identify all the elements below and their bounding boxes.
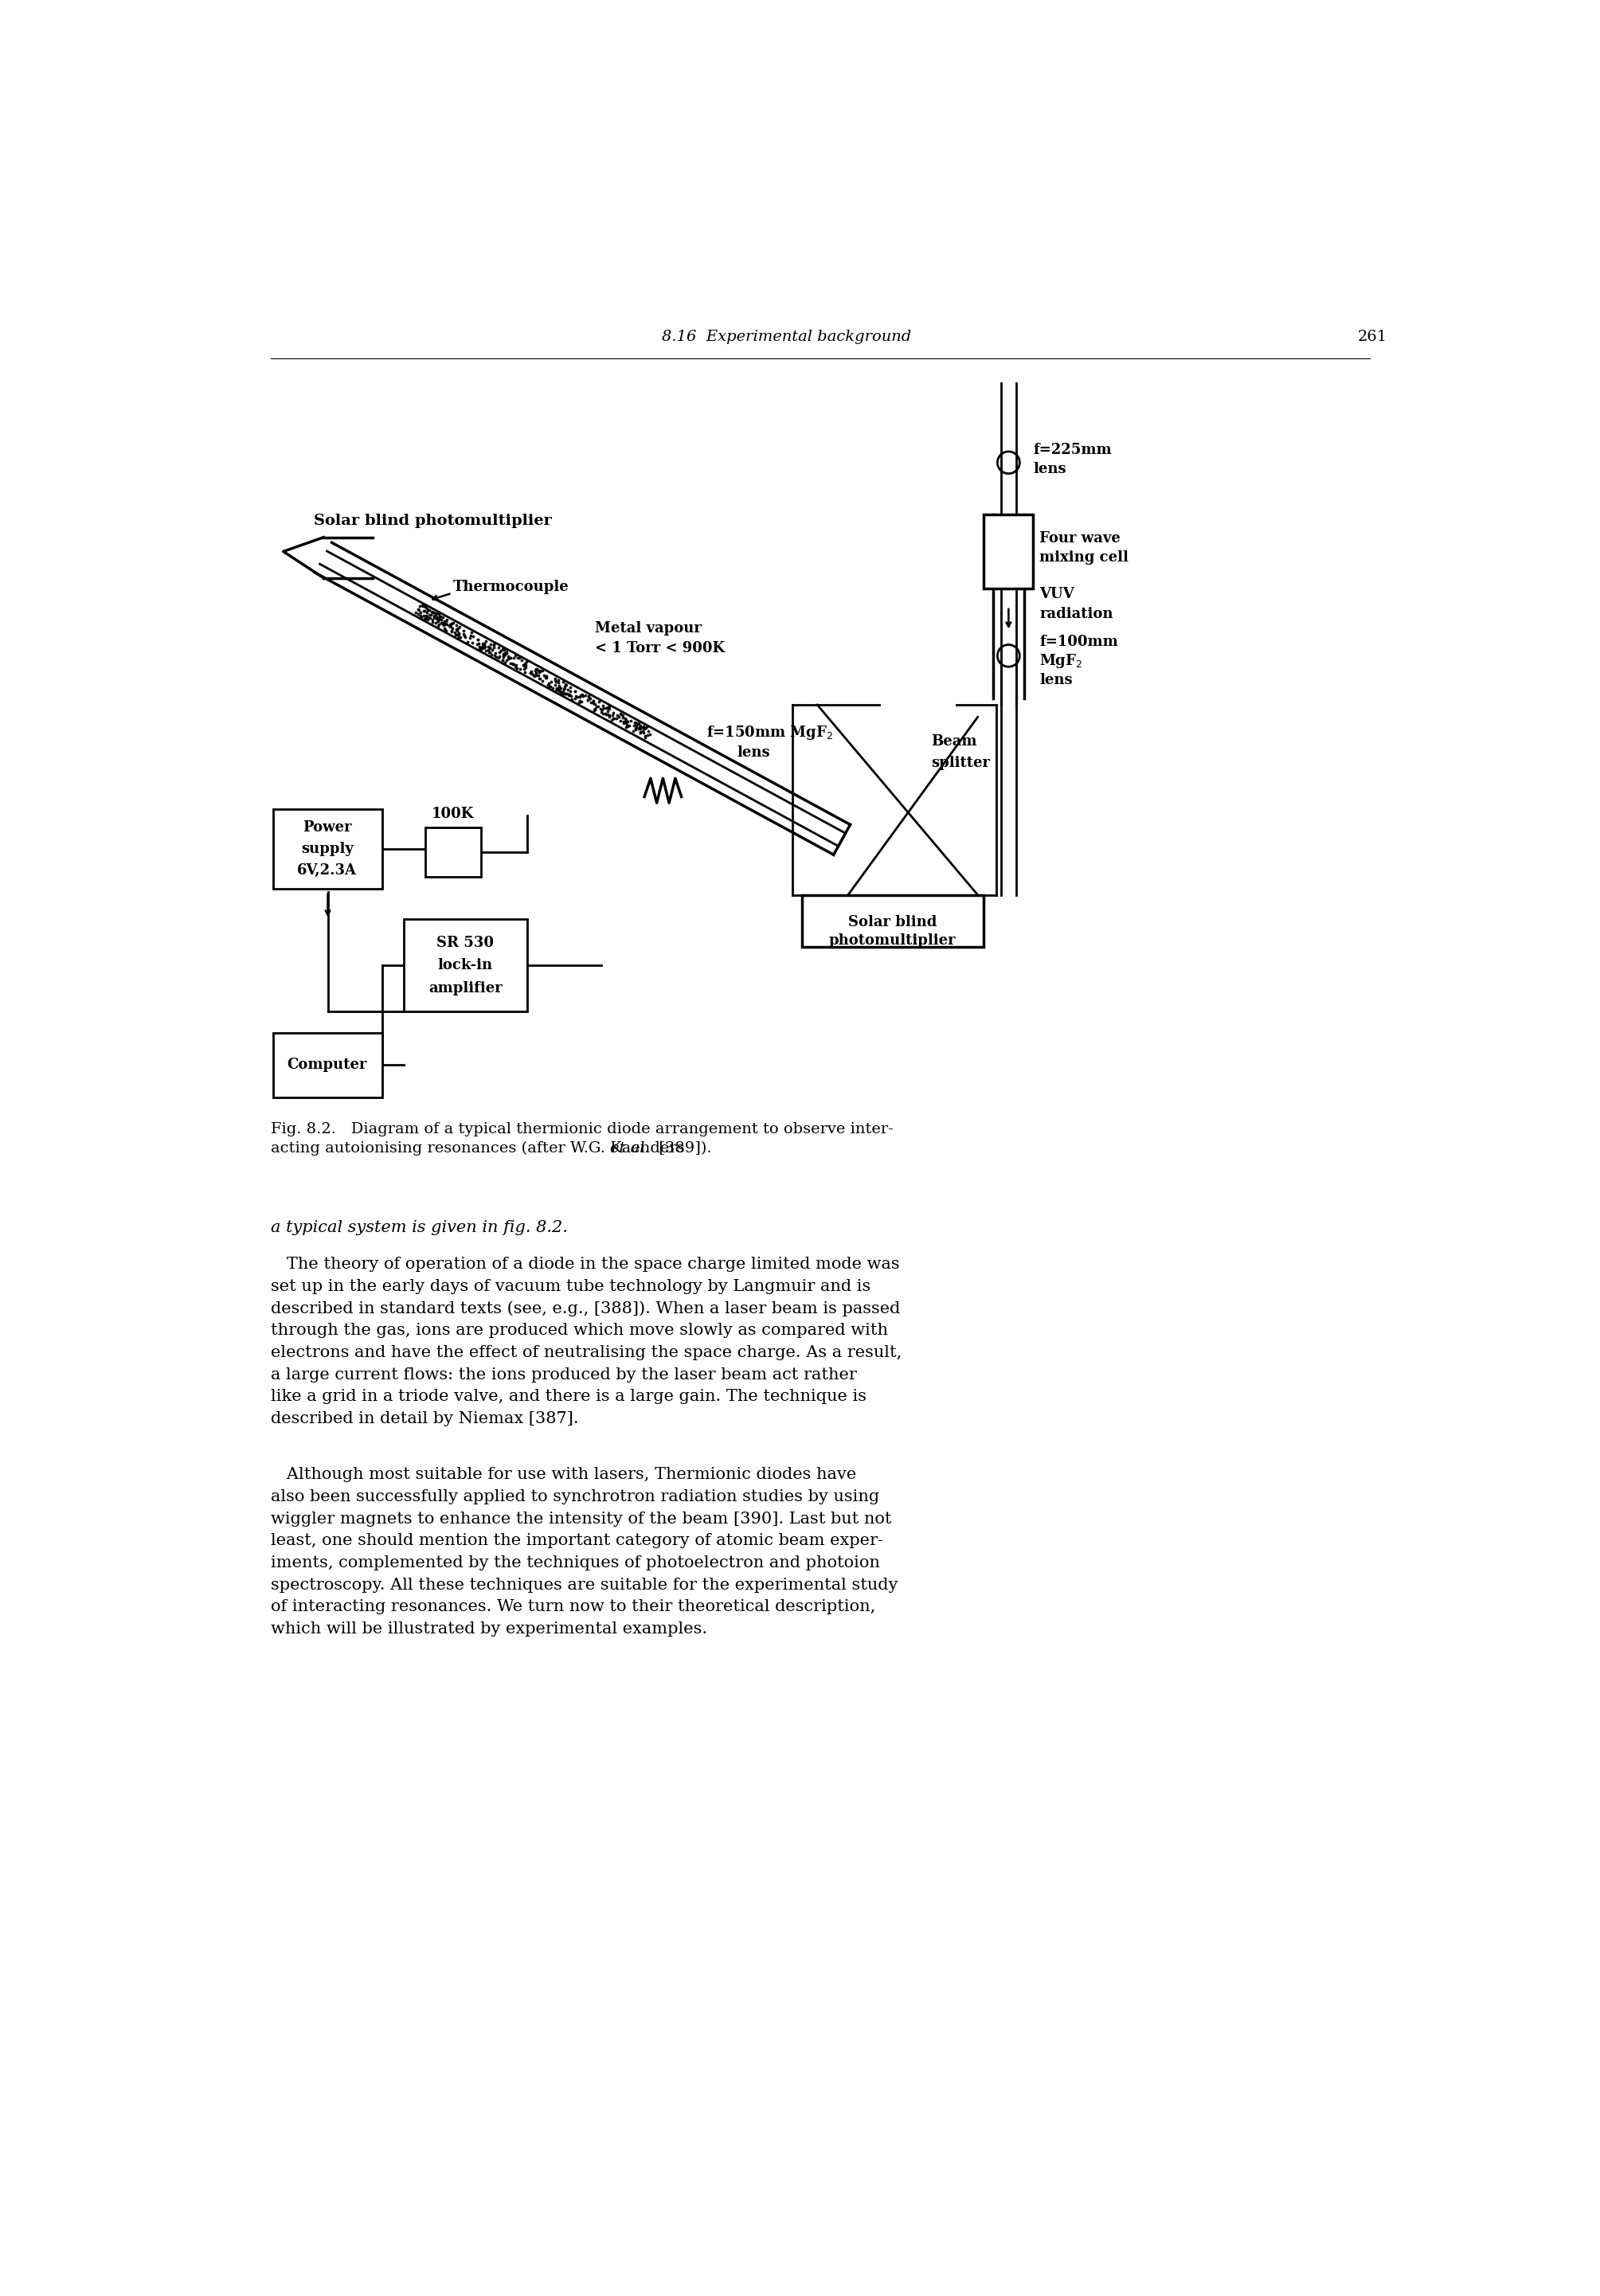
Text: et al.: et al. xyxy=(611,1141,650,1155)
Text: 261: 261 xyxy=(1358,331,1387,344)
Text: a large current flows: the ions produced by the laser beam act rather: a large current flows: the ions produced… xyxy=(270,1366,858,1382)
Bar xyxy=(403,918,526,1010)
Text: 8.16  Experimental background: 8.16 Experimental background xyxy=(662,331,910,344)
Text: also been successfully applied to synchrotron radiation studies by using: also been successfully applied to synchr… xyxy=(270,1490,880,1504)
Text: wiggler magnets to enhance the intensity of the beam [390]. Last but not: wiggler magnets to enhance the intensity… xyxy=(270,1511,891,1527)
Text: f=225mm: f=225mm xyxy=(1034,443,1112,457)
Text: < 1 Torr < 900K: < 1 Torr < 900K xyxy=(595,641,725,657)
Text: VUV: VUV xyxy=(1040,588,1074,602)
Text: lock-in: lock-in xyxy=(438,957,493,974)
Text: 100K: 100K xyxy=(432,806,474,822)
Text: photomultiplier: photomultiplier xyxy=(829,934,957,948)
Text: radiation: radiation xyxy=(1040,606,1114,622)
Text: Metal vapour: Metal vapour xyxy=(595,620,702,636)
Text: f=100mm: f=100mm xyxy=(1040,636,1118,650)
Text: Computer: Computer xyxy=(286,1058,366,1072)
Bar xyxy=(274,1033,382,1097)
Text: amplifier: amplifier xyxy=(429,980,502,994)
Text: Beam: Beam xyxy=(931,735,978,748)
Text: SR 530: SR 530 xyxy=(437,934,494,951)
Text: lens: lens xyxy=(1034,461,1067,475)
Text: set up in the early days of vacuum tube technology by Langmuir and is: set up in the early days of vacuum tube … xyxy=(270,1279,870,1295)
Text: described in standard texts (see, e.g., [388]). When a laser beam is passed: described in standard texts (see, e.g., … xyxy=(270,1302,901,1316)
Text: acting autoionising resonances (after W.G. Kaenders: acting autoionising resonances (after W.… xyxy=(270,1141,690,1155)
Text: supply: supply xyxy=(301,843,354,856)
Text: lens: lens xyxy=(1040,673,1072,687)
Text: The theory of operation of a diode in the space charge limited mode was: The theory of operation of a diode in th… xyxy=(270,1256,899,1272)
Text: Thermocouple: Thermocouple xyxy=(453,581,570,595)
Text: spectroscopy. All these techniques are suitable for the experimental study: spectroscopy. All these techniques are s… xyxy=(270,1577,898,1593)
Text: 6V,2.3A: 6V,2.3A xyxy=(298,863,357,877)
Text: iments, complemented by the techniques of photoelectron and photoion: iments, complemented by the techniques o… xyxy=(270,1554,880,1570)
Text: mixing cell: mixing cell xyxy=(1040,551,1128,565)
Text: a typical system is given in fig. 8.2.: a typical system is given in fig. 8.2. xyxy=(270,1219,568,1235)
Text: Solar blind: Solar blind xyxy=(848,916,938,930)
Bar xyxy=(274,808,382,889)
Text: of interacting resonances. We turn now to their theoretical description,: of interacting resonances. We turn now t… xyxy=(270,1600,875,1614)
Bar xyxy=(984,514,1034,588)
Text: like a grid in a triode valve, and there is a large gain. The technique is: like a grid in a triode valve, and there… xyxy=(270,1389,867,1405)
Text: least, one should mention the important category of atomic beam exper-: least, one should mention the important … xyxy=(270,1534,883,1548)
Text: [389]).: [389]). xyxy=(654,1141,712,1155)
Text: Fig. 8.2.   Diagram of a typical thermionic diode arrangement to observe inter-: Fig. 8.2. Diagram of a typical thermioni… xyxy=(270,1123,893,1137)
Text: Four wave: Four wave xyxy=(1040,530,1120,544)
Text: described in detail by Niemax [387].: described in detail by Niemax [387]. xyxy=(270,1412,579,1426)
Text: Solar blind photomultiplier: Solar blind photomultiplier xyxy=(314,514,552,528)
Text: MgF$_2$: MgF$_2$ xyxy=(1040,652,1083,670)
Text: Power: Power xyxy=(302,820,352,833)
Text: which will be illustrated by experimental examples.: which will be illustrated by experimenta… xyxy=(270,1621,707,1637)
Text: f=150mm MgF$_2$: f=150mm MgF$_2$ xyxy=(706,723,832,742)
Bar xyxy=(802,895,984,946)
Text: electrons and have the effect of neutralising the space charge. As a result,: electrons and have the effect of neutral… xyxy=(270,1345,902,1359)
Text: Although most suitable for use with lasers, Thermionic diodes have: Although most suitable for use with lase… xyxy=(270,1467,856,1483)
Bar xyxy=(426,827,482,877)
Text: splitter: splitter xyxy=(931,755,990,769)
Text: lens: lens xyxy=(738,746,770,760)
Text: through the gas, ions are produced which move slowly as compared with: through the gas, ions are produced which… xyxy=(270,1322,888,1339)
